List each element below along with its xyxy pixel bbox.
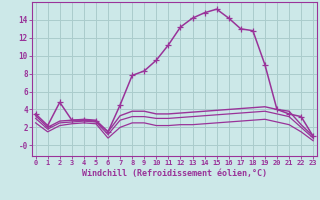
X-axis label: Windchill (Refroidissement éolien,°C): Windchill (Refroidissement éolien,°C)	[82, 169, 267, 178]
